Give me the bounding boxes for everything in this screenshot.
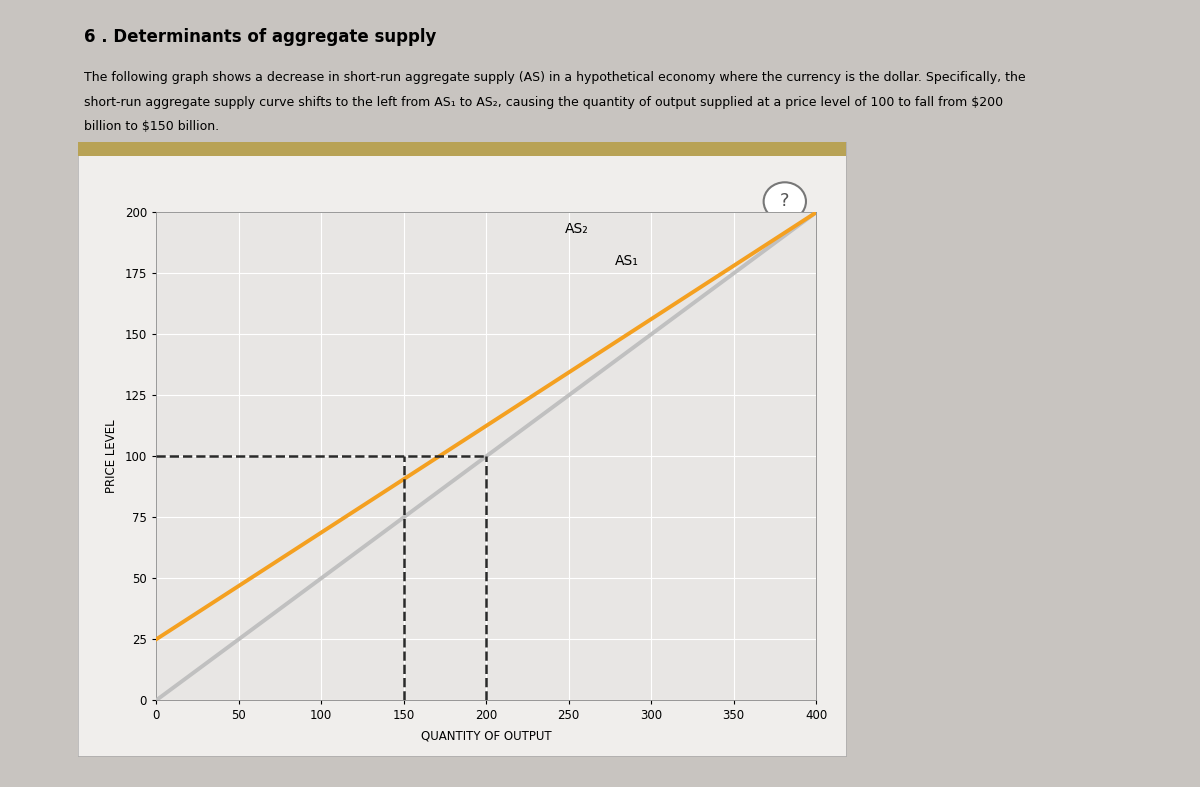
Text: AS₂: AS₂: [565, 222, 589, 236]
Text: ?: ?: [780, 193, 790, 210]
Y-axis label: PRICE LEVEL: PRICE LEVEL: [104, 419, 118, 493]
Text: 6 . Determinants of aggregate supply: 6 . Determinants of aggregate supply: [84, 28, 437, 46]
Text: billion to $150 billion.: billion to $150 billion.: [84, 120, 220, 134]
X-axis label: QUANTITY OF OUTPUT: QUANTITY OF OUTPUT: [421, 730, 551, 742]
Text: short-run aggregate supply curve shifts to the left from AS₁ to AS₂, causing the: short-run aggregate supply curve shifts …: [84, 96, 1003, 109]
Text: AS₁: AS₁: [614, 254, 638, 268]
Circle shape: [763, 183, 806, 220]
Text: The following graph shows a decrease in short-run aggregate supply (AS) in a hyp: The following graph shows a decrease in …: [84, 71, 1026, 84]
